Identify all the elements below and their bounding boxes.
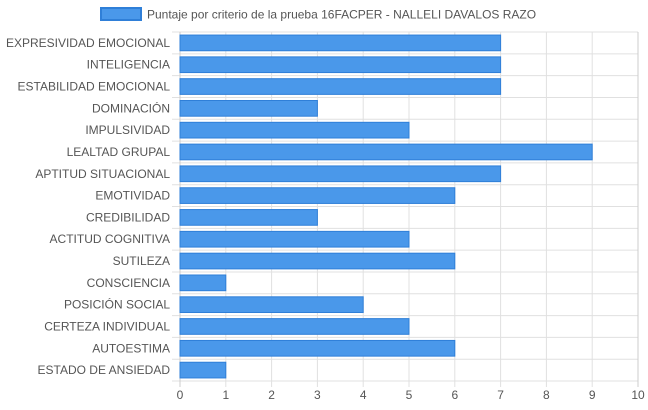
category-label: POSICIÓN SOCIAL [64, 297, 170, 312]
legend-swatch [100, 7, 142, 21]
bars [179, 34, 593, 379]
x-tick-label: 10 [631, 388, 645, 402]
x-tick-label: 7 [497, 388, 504, 402]
category-labels: EXPRESIVIDAD EMOCIONAL INTELIGENCIA ESTABI… [6, 36, 170, 377]
category-label: EXPRESIVIDAD EMOCIONAL [6, 36, 170, 50]
bar [179, 56, 502, 74]
x-tick-label: 0 [177, 388, 184, 402]
category-label: CONSCIENCIA [87, 276, 170, 290]
category-label: EMOTIVIDAD [95, 189, 170, 203]
legend[interactable]: Puntaje por criterio de la prueba 16FACP… [100, 7, 536, 22]
category-label: CREDIBILIDAD [86, 210, 170, 224]
bar [179, 34, 502, 52]
category-label: DOMINACIÓN [92, 100, 170, 115]
bar [179, 361, 227, 379]
x-tick-label: 4 [360, 388, 367, 402]
category-label: IMPULSIVIDAD [85, 123, 170, 137]
category-label: SUTILEZA [113, 254, 170, 268]
category-label: ESTADO DE ANSIEDAD [38, 363, 171, 377]
bar [179, 78, 502, 95]
bar [179, 165, 502, 183]
x-tick-label: 1 [222, 388, 229, 402]
bar [179, 121, 410, 139]
x-tick-label: 2 [268, 388, 275, 402]
x-tick-label: 8 [543, 388, 550, 402]
bar [179, 252, 456, 270]
bar [179, 99, 318, 117]
category-label: ACTITUD COGNITIVA [50, 232, 170, 246]
bar [179, 209, 318, 226]
legend-label: Puntaje por criterio de la prueba 16FACP… [147, 8, 536, 22]
bar [179, 187, 456, 204]
x-tick-label: 3 [314, 388, 321, 402]
bar [179, 274, 227, 292]
x-tick-label: 6 [451, 388, 458, 402]
bar [179, 230, 410, 248]
x-axis-tick-labels: 0 1 2 3 4 5 6 7 8 9 10 [177, 388, 645, 402]
category-label: APTITUD SITUACIONAL [35, 167, 170, 181]
bar [179, 318, 410, 335]
bar [179, 296, 364, 314]
category-label: LEALTAD GRUPAL [67, 145, 171, 159]
category-label: ESTABILIDAD EMOCIONAL [18, 80, 171, 94]
bar [179, 143, 593, 161]
x-tick-label: 5 [406, 388, 413, 402]
x-tick-label: 9 [589, 388, 596, 402]
category-label: AUTOESTIMA [92, 341, 170, 355]
category-label: INTELIGENCIA [87, 58, 170, 72]
bar [179, 339, 456, 357]
category-label: CERTEZA INDIVIDUAL [44, 319, 170, 333]
